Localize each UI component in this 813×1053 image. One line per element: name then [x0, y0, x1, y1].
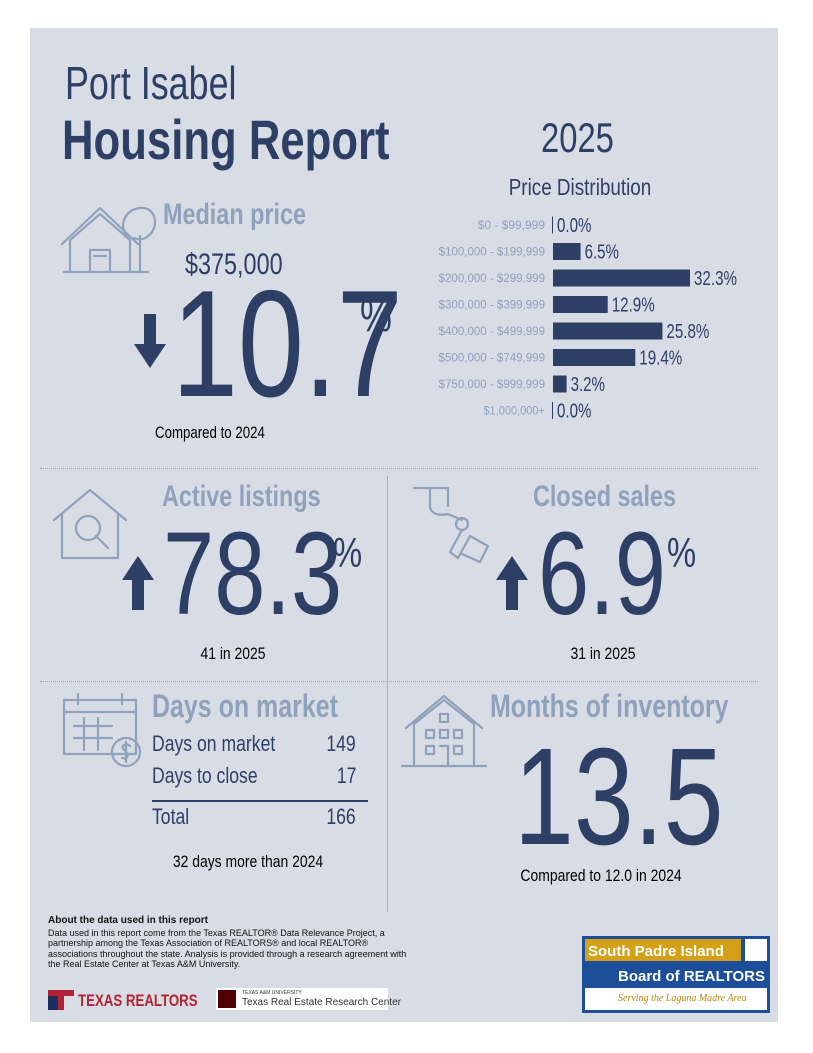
divider	[387, 476, 388, 912]
bar	[553, 296, 608, 313]
row-label: Days on market	[152, 731, 276, 756]
active-label: Active listings	[162, 480, 321, 513]
arrow	[134, 314, 166, 368]
distribution-title: Price Distribution	[508, 174, 652, 200]
moi-label: Months of inventory	[490, 688, 729, 724]
row-value: 166	[326, 804, 356, 829]
bar	[553, 243, 581, 260]
bar	[552, 402, 553, 419]
category-label: $500,000 - $749,999	[439, 351, 546, 365]
about-title: About the data used in this report	[48, 915, 209, 926]
category-label: $300,000 - $399,999	[439, 298, 546, 312]
category-label: $100,000 - $199,999	[439, 245, 546, 259]
value-label: 0.0%	[557, 215, 592, 237]
tamu-box	[216, 988, 388, 1010]
category-label: $400,000 - $499,999	[439, 324, 546, 338]
median-label: Median price	[163, 198, 307, 231]
location: Port Isabel	[65, 57, 237, 109]
row-value: 17	[336, 763, 356, 788]
row-label: Total	[152, 804, 190, 829]
closed-label: Closed sales	[533, 480, 677, 513]
arrow	[496, 556, 528, 610]
dom-label: Days on market	[152, 688, 338, 724]
percent-sign: %	[667, 529, 697, 576]
closed-change: 6.9	[538, 508, 666, 640]
bar	[553, 269, 690, 287]
change-arrow	[122, 556, 154, 610]
building-icon	[400, 694, 488, 768]
row-value: 149	[326, 731, 356, 756]
category-label: $1,000,000+	[483, 404, 545, 418]
change-arrow	[134, 314, 166, 368]
tamu-small: TEXAS A&M UNIVERSITY	[242, 990, 302, 996]
value-label: 25.8%	[666, 321, 709, 343]
report-title: Housing Report	[62, 108, 390, 171]
note: 31 in 2025	[570, 644, 636, 663]
median-change: 10.7	[172, 259, 403, 429]
value-label: 6.5%	[585, 242, 620, 264]
bar	[553, 322, 663, 340]
active-change: 78.3	[163, 508, 343, 640]
texas-realtors-logo	[48, 990, 74, 1010]
note: Compared to 12.0 in 2024	[520, 866, 682, 885]
divider	[40, 468, 758, 469]
keys-icon	[412, 486, 490, 564]
category-label: $0 - $99,999	[478, 218, 546, 232]
year: 2025	[541, 114, 614, 161]
change-arrow	[496, 556, 528, 610]
divider	[40, 681, 758, 682]
value-label: 0.0%	[557, 401, 592, 423]
spi-line2: Board of REALTORS	[618, 968, 765, 985]
value-label: 12.9%	[612, 295, 655, 317]
note: 41 in 2025	[200, 644, 266, 663]
about-text: Data used in this report come from the T…	[48, 928, 407, 970]
median-price: $375,000	[185, 248, 283, 281]
moi-value: 13.5	[514, 720, 724, 874]
value-label: 19.4%	[639, 348, 682, 370]
panel	[30, 28, 778, 1022]
house-icon	[60, 206, 157, 274]
price-distribution-chart: $0 - $99,999 0.0% $100,000 - $199,999 6.5% $…	[439, 215, 738, 423]
comparison: Compared to 2024	[155, 423, 265, 442]
spi-logo	[582, 936, 770, 1013]
value-label: 32.3%	[694, 268, 737, 290]
value-label: 3.2%	[571, 374, 606, 396]
percent-sign: %	[333, 529, 363, 576]
spi-line1: South Padre Island	[588, 943, 724, 960]
bar	[553, 349, 636, 366]
category-label: $750,000 - $999,999	[439, 377, 546, 391]
calendar-icon	[62, 692, 142, 768]
bar	[553, 375, 567, 393]
note: 32 days more than 2024	[172, 852, 324, 871]
tamu: Texas Real Estate Research Center	[242, 997, 401, 1008]
spi-tagline: Serving the Laguna Madre Area	[618, 993, 747, 1004]
tamu-logo	[218, 990, 236, 1008]
row-label: Days to close	[152, 763, 258, 788]
bar	[552, 216, 553, 234]
category-label: $200,000 - $299,999	[439, 271, 546, 285]
arrow	[122, 556, 154, 610]
total-rule	[152, 800, 368, 802]
texas-realtors: TEXAS REALTORS	[78, 991, 198, 1010]
percent-sign: %	[360, 289, 392, 341]
search-house-icon	[52, 488, 128, 560]
